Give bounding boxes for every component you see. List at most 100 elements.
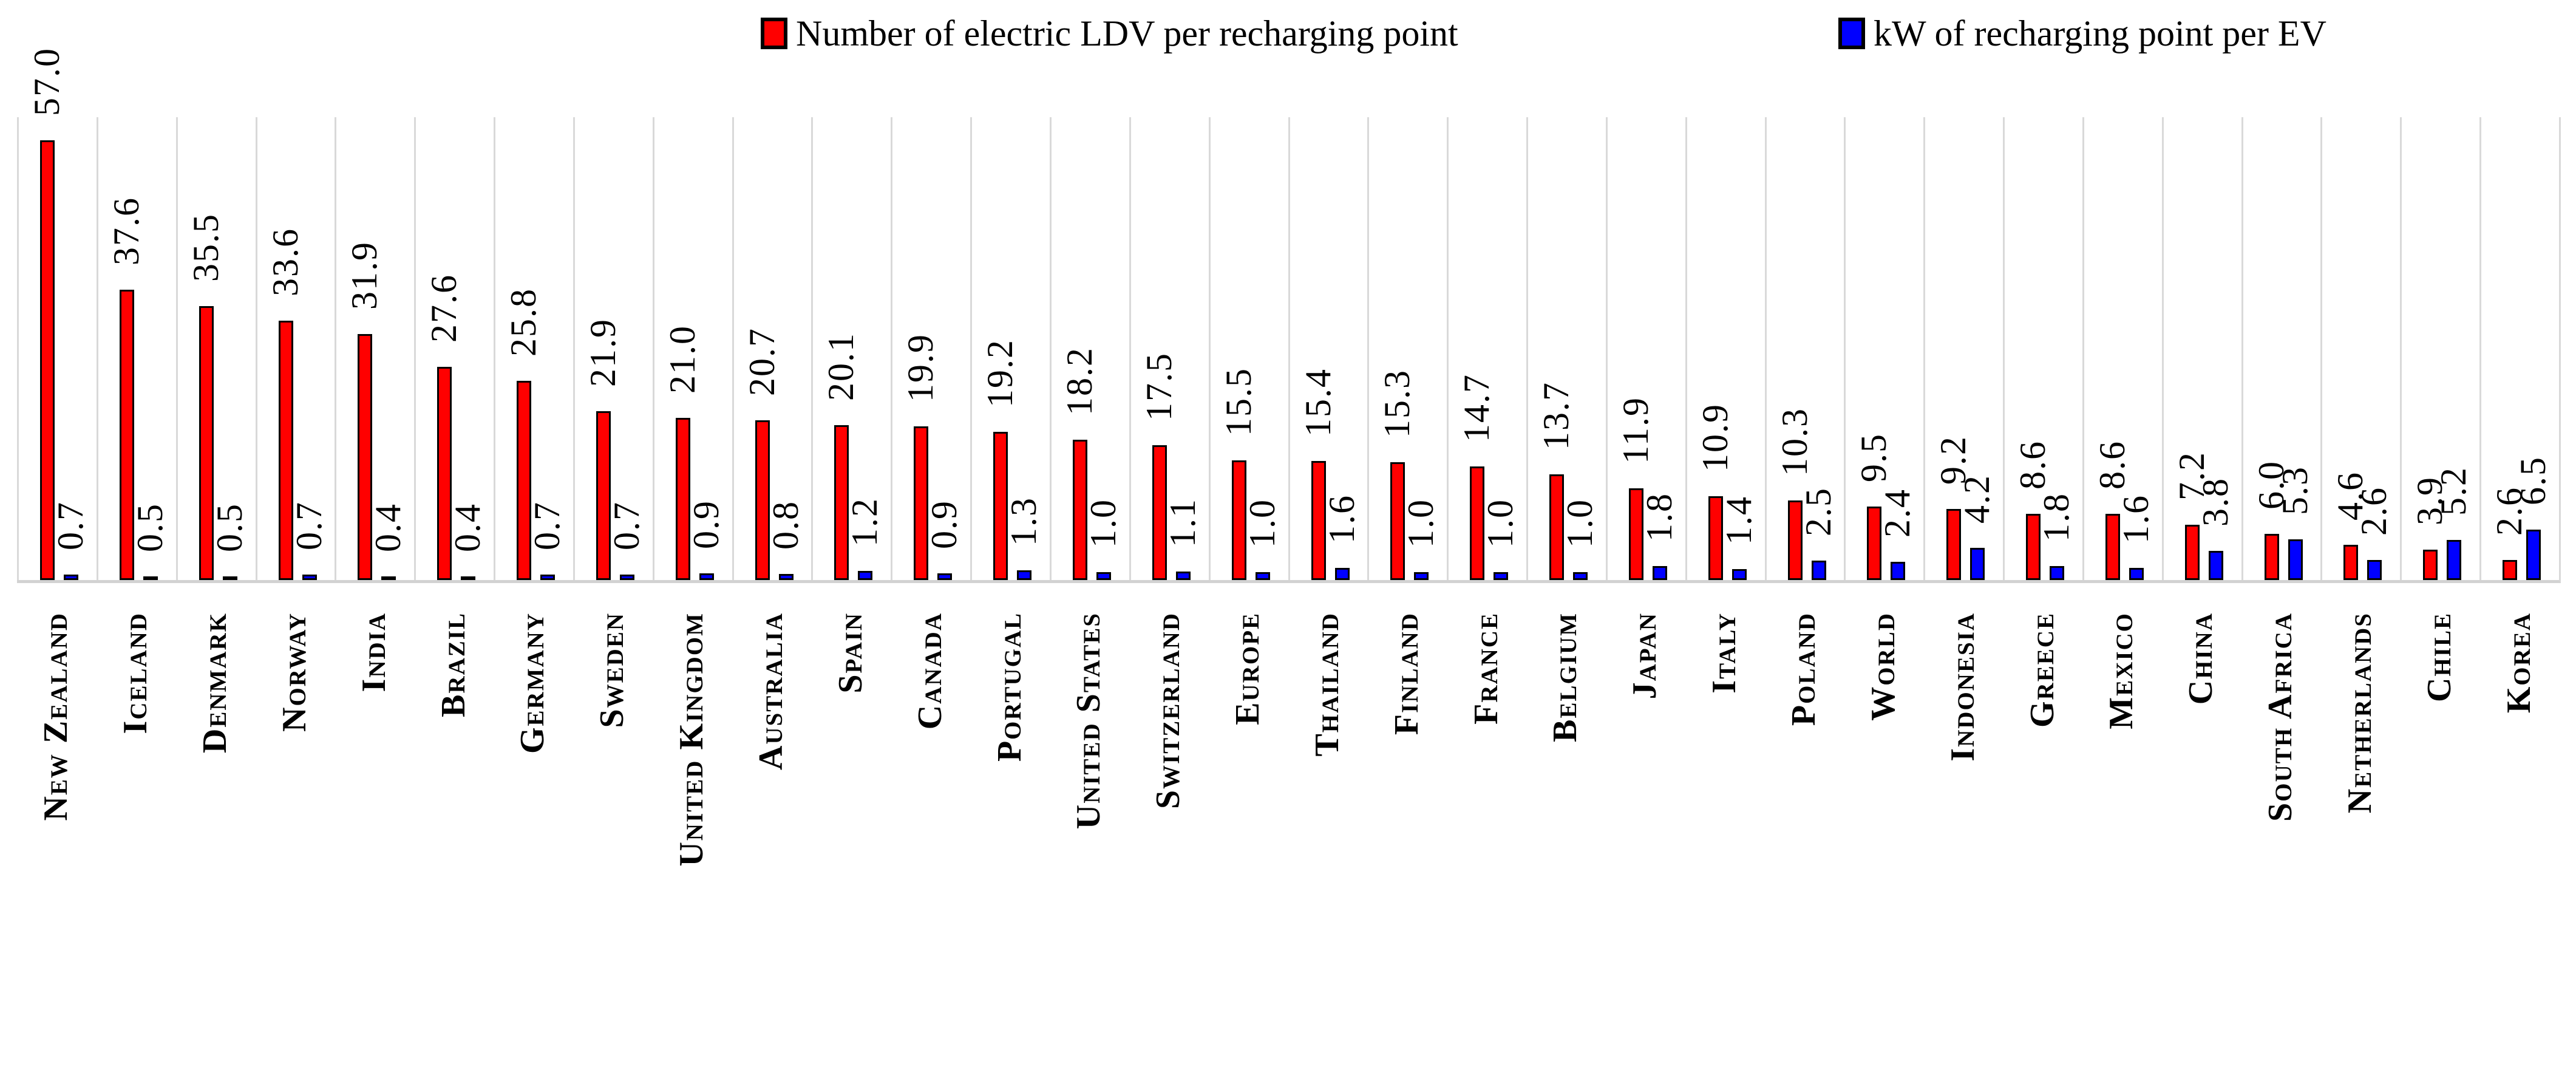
bar-ldv-per-point: [2264, 533, 2279, 580]
value-label-kw: 0.4: [368, 503, 409, 552]
bar-kw-per-ev: [381, 576, 396, 580]
bar-ldv-per-point: [1152, 445, 1167, 580]
category-column: 2.6 6.5: [2479, 117, 2559, 580]
category-column: 8.6 1.8: [2003, 117, 2082, 580]
category-label: Belgium: [1546, 612, 1585, 742]
bar-kw-per-ev: [1811, 561, 1826, 580]
value-label-kw: 0.9: [924, 499, 965, 549]
bar-kw-per-ev: [302, 575, 317, 580]
category-column: 17.5 1.1: [1129, 117, 1209, 580]
bar-ldv-per-point: [675, 418, 690, 580]
value-label-ldv: 17.5: [1138, 352, 1179, 421]
value-label-ldv: 31.9: [344, 241, 385, 310]
value-label-ldv: 33.6: [265, 228, 305, 297]
bar-kw-per-ev: [619, 575, 634, 580]
value-label-kw: 5.3: [2274, 465, 2315, 515]
value-label-ldv: 10.3: [1774, 408, 1815, 477]
bar-kw-per-ev: [2447, 539, 2462, 580]
category-label: United States: [1070, 612, 1108, 830]
value-label-kw: 2.4: [1877, 488, 1918, 538]
category-column: 6.0 5.3: [2241, 117, 2321, 580]
value-label-kw: 3.8: [2195, 477, 2235, 527]
category-column: 33.6 0.7: [255, 117, 335, 580]
bar-kw-per-ev: [64, 575, 78, 580]
category-column: 14.7 1.0: [1447, 117, 1526, 580]
value-label-kw: 1.2: [845, 497, 885, 547]
category-column: 20.7 0.8: [732, 117, 812, 580]
value-label-kw: 0.7: [50, 501, 90, 551]
value-label-ldv: 18.2: [1059, 346, 1099, 415]
category-column: 3.9 5.2: [2400, 117, 2479, 580]
value-label-kw: 2.6: [2354, 486, 2394, 536]
value-label-kw: 2.5: [1798, 487, 1838, 537]
legend-label-ldv: Number of electric LDV per recharging po…: [796, 13, 1458, 53]
category-label: Europe: [1229, 612, 1267, 725]
category-column: 11.9 1.8: [1605, 117, 1685, 580]
bar-kw-per-ev: [778, 573, 794, 580]
category-label: Germany: [514, 612, 552, 754]
category-column: 15.4 1.6: [1288, 117, 1368, 580]
category-label: Canada: [911, 612, 949, 730]
bar-kw-per-ev: [2208, 550, 2223, 580]
category-column: 27.6 0.4: [414, 117, 494, 580]
value-label-kw: 4.2: [1957, 474, 1997, 524]
bar-kw-per-ev: [1494, 572, 1509, 580]
value-label-kw: 0.9: [685, 499, 726, 549]
value-label-kw: 6.5: [2513, 456, 2554, 506]
category-column: 25.8 0.7: [494, 117, 573, 580]
bar-ldv-per-point: [993, 432, 1008, 580]
bar-kw-per-ev: [858, 570, 873, 580]
bar-ldv-per-point: [199, 306, 214, 580]
category-label: China: [2182, 612, 2220, 705]
value-label-kw: 1.4: [1718, 496, 1759, 545]
value-label-ldv: 19.2: [980, 339, 1021, 408]
bar-ldv-per-point: [2343, 544, 2359, 580]
category-column: 18.2 1.0: [1049, 117, 1129, 580]
category-column: 19.9 0.9: [891, 117, 970, 580]
category-label: Finland: [1387, 612, 1426, 736]
plot-area: 57.0 0.7 37.6 0.5 35.5 0.5 33.6 0.7 31.9 0.4 27.6 0…: [17, 47, 2561, 583]
category-column: 10.9 1.4: [1685, 117, 1765, 580]
category-label: Italy: [1705, 612, 1744, 694]
bar-ldv-per-point: [1470, 466, 1485, 580]
category-column: 8.6 1.6: [2082, 117, 2162, 580]
bar-ldv-per-point: [1311, 461, 1326, 580]
value-label-ldv: 19.9: [900, 333, 941, 403]
category-column: 15.5 1.0: [1208, 117, 1288, 580]
bar-ldv-per-point: [1390, 462, 1405, 580]
value-label-ldv: 14.7: [1456, 374, 1497, 443]
value-label-kw: 1.3: [1004, 496, 1044, 546]
category-column: 37.6 0.5: [96, 117, 176, 580]
value-label-ldv: 13.7: [1536, 381, 1577, 451]
value-label-ldv: 15.3: [1377, 369, 1418, 438]
category-label: Poland: [1784, 612, 1823, 726]
category-column: 15.3 1.0: [1367, 117, 1447, 580]
category-label: Spain: [831, 612, 869, 694]
bar-ldv-per-point: [40, 140, 55, 580]
category-label: Denmark: [196, 612, 234, 754]
value-label-ldv: 27.6: [424, 274, 464, 343]
category-label: South Africa: [2262, 612, 2300, 822]
value-label-kw: 0.4: [447, 503, 488, 552]
value-label-ldv: 10.9: [1694, 403, 1735, 472]
value-label-kw: 5.2: [2433, 466, 2474, 516]
value-label-kw: 1.0: [1480, 499, 1521, 548]
bar-kw-per-ev: [1096, 572, 1111, 580]
category-label: World: [1864, 612, 1902, 721]
category-label: Chile: [2420, 612, 2458, 702]
category-labels: New Zealand Iceland Denmark Norway India Braz…: [17, 612, 2559, 1072]
bar-kw-per-ev: [461, 576, 476, 580]
bar-ldv-per-point: [2184, 524, 2200, 580]
value-label-kw: 1.8: [1639, 493, 1679, 542]
category-label: India: [355, 612, 393, 692]
category-column: 10.3 2.5: [1764, 117, 1844, 580]
value-label-ldv: 20.1: [821, 332, 861, 401]
category-label: Portugal: [990, 612, 1028, 762]
value-label-ldv: 20.7: [741, 327, 782, 397]
category-label: France: [1467, 612, 1505, 725]
bar-kw-per-ev: [937, 573, 953, 580]
bar-ldv-per-point: [278, 321, 293, 580]
legend-label-kw: kW of recharging point per EV: [1874, 13, 2326, 53]
category-label: Switzerland: [1149, 612, 1188, 810]
value-label-ldv: 57.0: [27, 47, 67, 117]
